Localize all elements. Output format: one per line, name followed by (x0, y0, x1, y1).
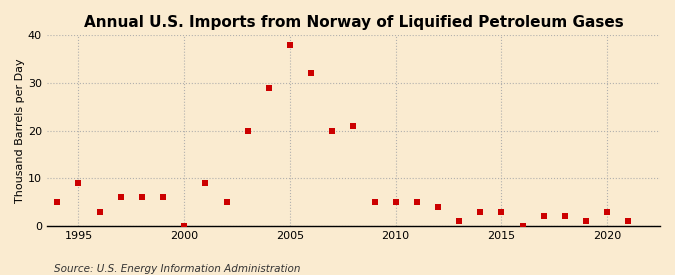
Point (517, 224, 528, 228)
Point (221, 200, 232, 204)
Point (136, 195, 147, 199)
Point (348, 124, 359, 128)
Point (52, 200, 63, 204)
Point (369, 200, 380, 204)
Point (496, 209, 507, 214)
Point (242, 128, 253, 133)
Point (73, 181, 84, 185)
Point (115, 195, 126, 199)
Point (390, 200, 401, 204)
Point (263, 86, 274, 90)
Point (454, 219, 464, 223)
Point (285, 43, 296, 47)
Y-axis label: Thousand Barrels per Day: Thousand Barrels per Day (15, 58, 25, 203)
Text: Source: U.S. Energy Information Administration: Source: U.S. Energy Information Administ… (54, 264, 300, 274)
Point (158, 195, 169, 199)
Point (560, 214, 570, 219)
Point (475, 209, 485, 214)
Point (327, 128, 338, 133)
Point (538, 214, 549, 219)
Point (580, 219, 591, 223)
Point (412, 200, 423, 204)
Point (306, 71, 317, 76)
Point (200, 181, 211, 185)
Point (95, 209, 105, 214)
Point (433, 205, 443, 209)
Point (623, 219, 634, 223)
Point (601, 209, 612, 214)
Title: Annual U.S. Imports from Norway of Liquified Petroleum Gases: Annual U.S. Imports from Norway of Liqui… (84, 15, 623, 30)
Point (179, 224, 190, 228)
